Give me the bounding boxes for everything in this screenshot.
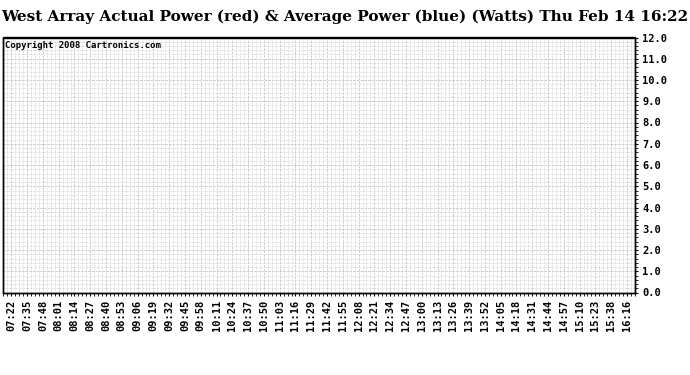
Text: Copyright 2008 Cartronics.com: Copyright 2008 Cartronics.com: [6, 41, 161, 50]
Text: West Array Actual Power (red) & Average Power (blue) (Watts) Thu Feb 14 16:22: West Array Actual Power (red) & Average …: [1, 9, 689, 24]
